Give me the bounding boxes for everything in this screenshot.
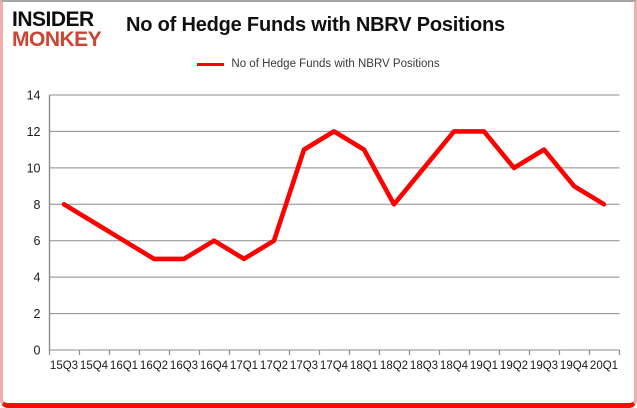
x-axis-tick-label: 19Q3: [530, 360, 558, 372]
x-axis-tick-label: 17Q2: [260, 360, 288, 372]
x-axis-tick-label: 18Q2: [380, 360, 408, 372]
legend-line-swatch: [197, 62, 225, 66]
y-axis-tick-label: 14: [27, 89, 41, 103]
y-axis-tick-label: 2: [34, 307, 41, 321]
y-axis-tick-label: 6: [34, 234, 41, 248]
y-axis-tick-label: 12: [27, 125, 41, 139]
y-axis-tick-label: 0: [34, 344, 41, 358]
x-axis-tick-label: 18Q1: [350, 360, 378, 372]
x-axis-tick-label: 18Q4: [440, 360, 469, 372]
x-axis-tick-label: 17Q4: [320, 360, 349, 372]
insider-monkey-logo: INSIDER MONKEY: [12, 8, 102, 51]
x-axis-tick-label: 20Q1: [590, 360, 618, 372]
x-axis-tick-label: 16Q2: [140, 360, 168, 372]
y-axis-tick-label: 4: [34, 271, 41, 285]
x-axis-tick-label: 19Q4: [560, 360, 589, 372]
legend: No of Hedge Funds with NBRV Positions: [3, 58, 634, 70]
x-axis-tick-label: 17Q3: [290, 360, 318, 372]
x-axis-tick-label: 16Q1: [110, 360, 138, 372]
x-axis-tick-label: 19Q2: [500, 360, 528, 372]
x-axis-tick-label: 18Q3: [410, 360, 438, 372]
x-axis-tick-label: 15Q4: [80, 360, 109, 372]
logo-text-monkey: MONKEY: [12, 28, 102, 51]
legend-label: No of Hedge Funds with NBRV Positions: [231, 58, 440, 70]
x-axis-tick-label: 16Q3: [170, 360, 198, 372]
y-axis-tick-label: 10: [27, 161, 41, 175]
x-axis-tick-label: 15Q3: [50, 360, 78, 372]
page-title: No of Hedge Funds with NBRV Positions: [126, 14, 505, 36]
logo-text-insider: INSIDER: [12, 8, 94, 31]
x-axis-tick-label: 16Q4: [200, 360, 229, 372]
data-series-line: [61, 129, 607, 262]
x-axis-tick-label: 19Q1: [470, 360, 498, 372]
x-axis-tick-label: 17Q1: [230, 360, 258, 372]
y-axis-tick-label: 8: [34, 198, 41, 212]
